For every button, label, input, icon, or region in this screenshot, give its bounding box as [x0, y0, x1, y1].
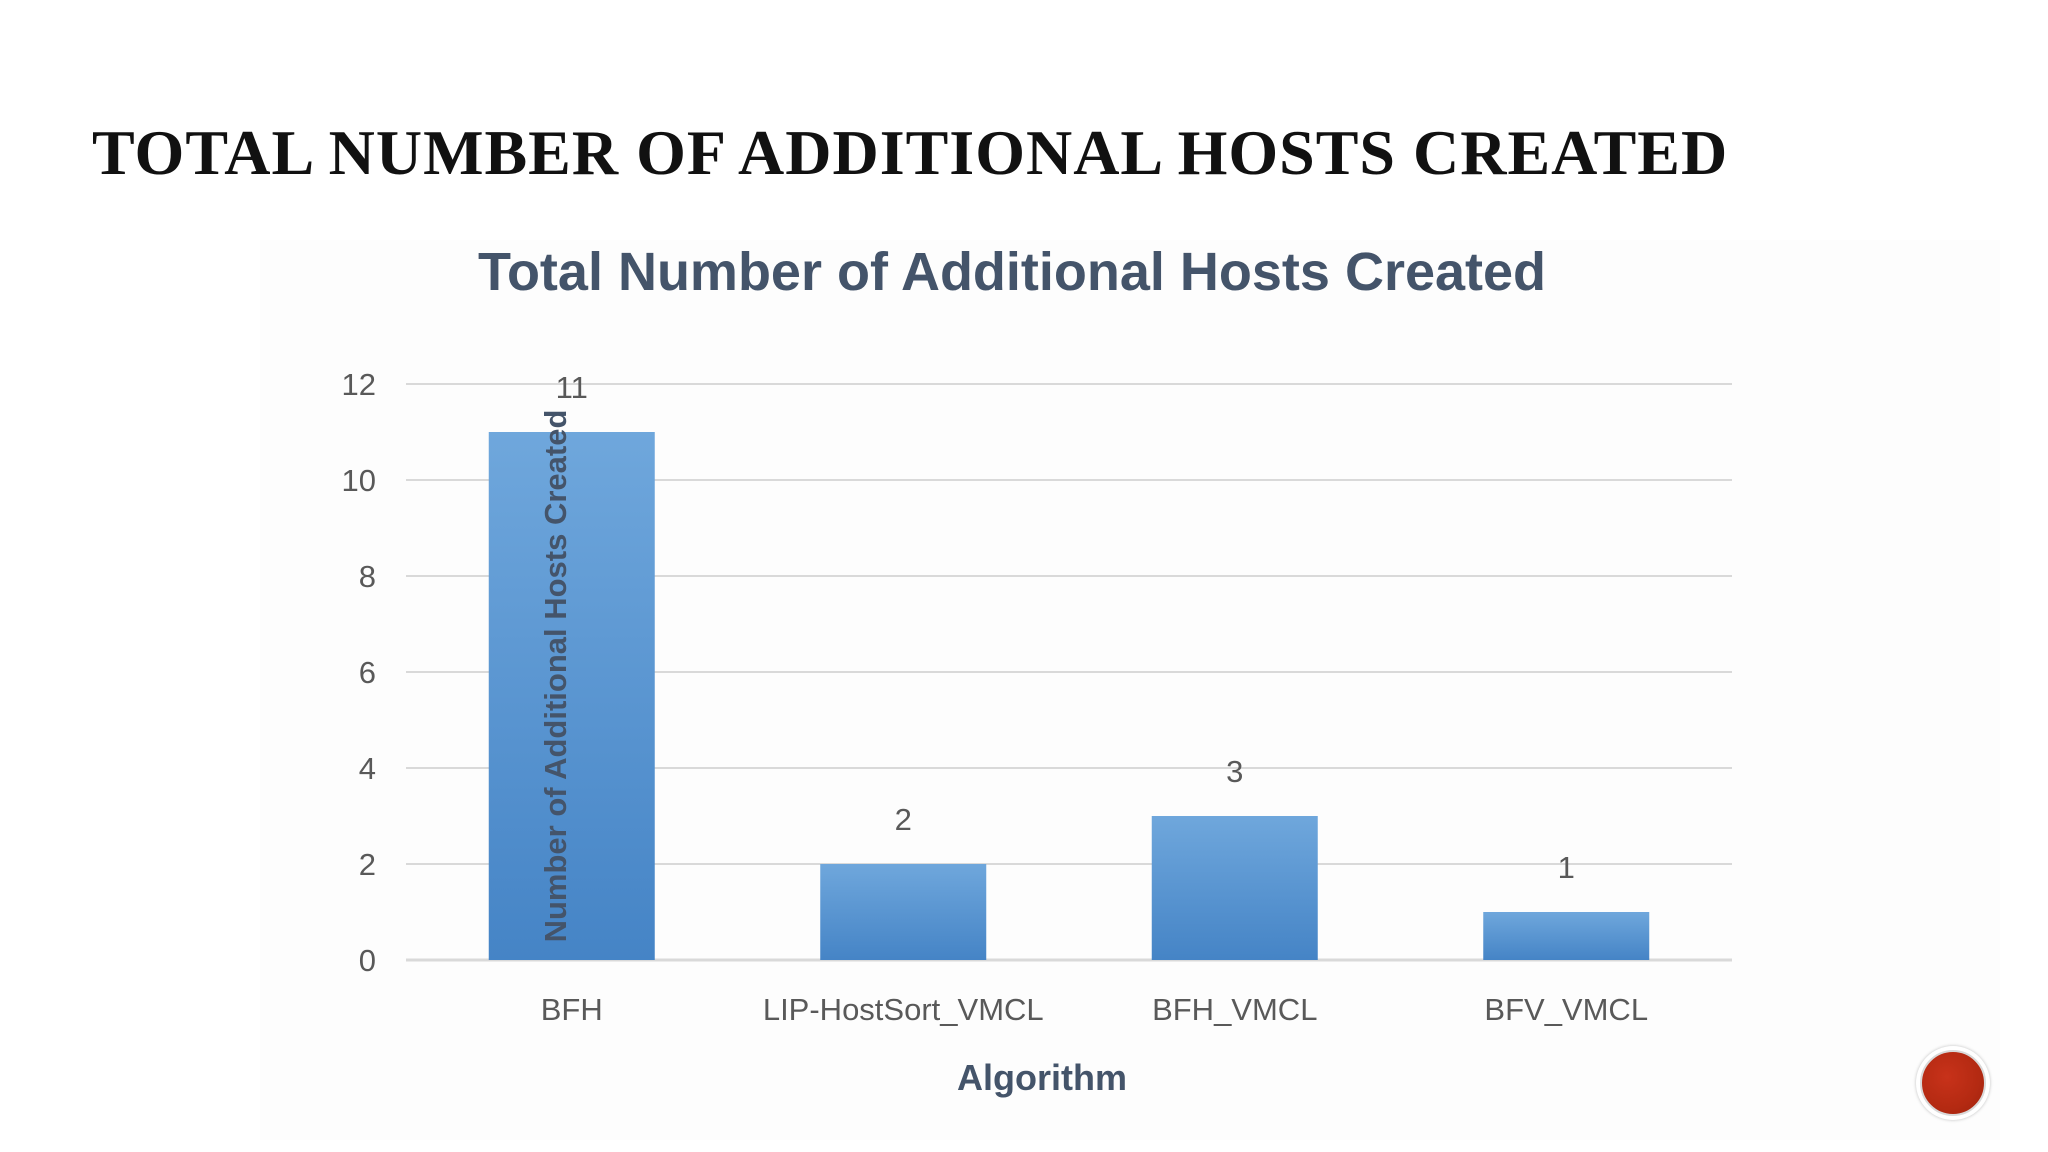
y-tick-labels: 0 2 4 6 8 10 12 [342, 367, 376, 978]
x-tick-label: BFH [541, 992, 603, 1027]
x-tick-label: LIP-HostSort_VMCL [763, 992, 1044, 1027]
chart-title: Total Number of Additional Hosts Created [478, 242, 1546, 302]
y-tick-label: 6 [359, 655, 376, 690]
data-label: 11 [556, 370, 588, 405]
bars [488, 432, 1650, 960]
y-tick-label: 12 [342, 367, 376, 402]
y-tick-label: 0 [359, 943, 376, 978]
bar [820, 864, 987, 960]
nav-button-fill [1920, 1050, 1986, 1116]
x-axis-label: Algorithm [957, 1057, 1127, 1098]
data-label: 2 [895, 802, 912, 837]
bar [1483, 912, 1650, 960]
slide-title: TOTAL NUMBER OF ADDITIONAL HOSTS CREATED [92, 117, 1729, 188]
bar-chart: Total Number of Additional Hosts Created… [342, 242, 1732, 1098]
y-tick-label: 8 [359, 559, 376, 594]
x-tick-label: BFH_VMCL [1152, 992, 1317, 1027]
data-labels: 11 2 3 1 [556, 370, 1575, 885]
x-tick-labels: BFH LIP-HostSort_VMCL BFH_VMCL BFV_VMCL [541, 992, 1648, 1027]
data-label: 3 [1226, 754, 1243, 789]
bar [1151, 816, 1318, 960]
y-tick-label: 4 [359, 751, 376, 786]
red-circle-icon[interactable] [1916, 1046, 1990, 1120]
chart-panel: Total Number of Additional Hosts Created… [260, 240, 2000, 1140]
y-tick-label: 2 [359, 847, 376, 882]
data-label: 1 [1558, 850, 1575, 885]
y-axis-label: Number of Additional Hosts Created [538, 410, 573, 943]
y-tick-label: 10 [342, 463, 376, 498]
x-tick-label: BFV_VMCL [1484, 992, 1648, 1027]
bar [488, 432, 655, 960]
